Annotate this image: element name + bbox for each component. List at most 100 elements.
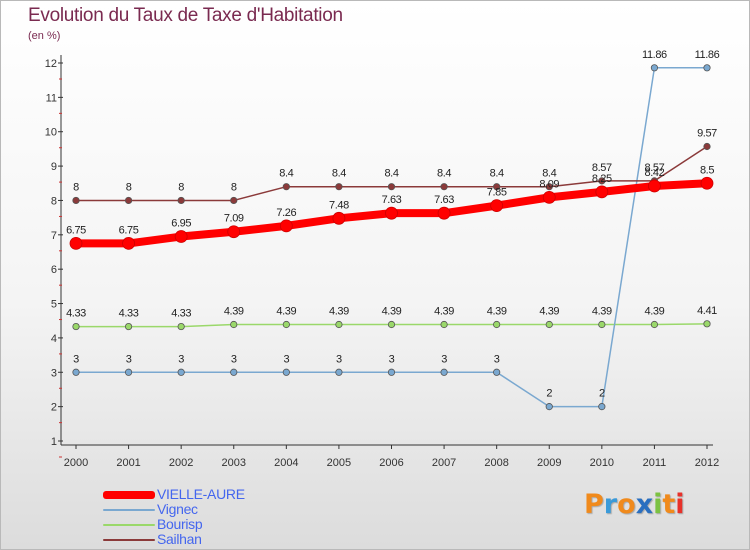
data-point [493,320,501,329]
legend-swatch [103,538,155,541]
legend-label: Bourisp [157,516,203,532]
x-tick-label: 2001 [116,457,140,469]
data-point [650,320,659,329]
data-point [177,368,185,376]
data-label: 8.57 [592,162,612,174]
data-label: 8.4 [279,168,293,180]
data-label: 8.09 [539,178,559,190]
data-label: 8 [231,181,237,193]
x-tick-label: 2005 [327,457,351,469]
data-label: 11.86 [642,49,667,61]
data-point [650,64,659,72]
data-label: 8.57 [645,162,665,174]
legend-swatch [103,523,155,526]
legend-item-sailhan: Sailhan [103,532,245,547]
data-point [598,177,606,185]
logo-letter: i [675,489,685,520]
data-point [69,237,83,250]
data-label: 8.42 [645,167,665,179]
data-label: 7.63 [382,194,402,206]
data-label: 7.09 [224,213,244,225]
logo-letter: o [617,489,636,520]
data-label: 9.57 [697,128,717,140]
data-point [440,320,448,329]
y-tick-label: 9 [51,161,57,173]
y-tick-label: 1 [51,436,57,448]
data-label: 4.39 [382,306,402,318]
data-point [124,322,133,331]
data-label: 7.26 [276,207,296,219]
data-point [493,183,501,191]
data-label: 3 [283,353,289,365]
chart-unit-label: (en %) [28,30,61,42]
data-label: 4.39 [539,306,559,318]
data-label: 4.39 [276,306,296,318]
data-label: 8.25 [592,173,612,185]
data-label: 8.4 [437,168,451,180]
data-point [282,183,290,191]
y-tick-label: 3 [51,367,57,379]
data-label: 4.39 [329,306,349,318]
data-point [332,211,346,225]
x-tick-label: 2011 [643,457,667,469]
legend-item-vignec: Vignec [103,502,245,517]
data-point [545,320,553,329]
data-label: 4.33 [171,308,191,320]
data-label: 4.39 [592,306,612,318]
data-label: 8.4 [332,168,346,180]
data-label: 3 [494,353,500,365]
x-tick-label: 2008 [484,457,508,469]
data-label: 8 [178,181,184,193]
data-point [122,237,135,250]
x-tick-label: 2010 [590,457,614,469]
logo-letter: i [653,489,663,520]
data-point [595,185,609,199]
data-point [335,320,343,329]
data-point [124,368,133,376]
data-label: 8 [73,181,79,193]
legend-label: VIELLE-AURE [157,486,245,502]
data-label: 6.95 [171,218,191,230]
data-point [282,320,290,329]
legend-label: Sailhan [157,531,202,547]
data-label: 7.48 [329,199,349,211]
y-tick-label: 6 [51,264,57,276]
x-tick-label: 2004 [274,457,298,469]
data-point [387,368,396,376]
data-label: 8.4 [384,168,398,180]
data-point [648,179,661,193]
data-label: 6.75 [66,224,86,236]
legend-item-bourisp: Bourisp [103,517,245,532]
data-label: 3 [231,353,237,365]
data-label: 4.39 [224,306,244,318]
data-point [174,230,188,243]
logo-letter: t [662,489,676,520]
data-point [279,219,293,233]
data-label: 3 [336,353,342,365]
y-tick-label: 4 [51,333,57,345]
data-label: 2 [546,388,552,400]
data-point [490,199,504,213]
y-tick-label: 11 [46,92,57,104]
data-point [230,196,238,205]
y-tick-label: 2 [51,402,57,414]
data-point [230,320,238,329]
data-label: 2 [599,388,605,400]
data-point [387,183,396,191]
data-label: 8.5 [700,164,714,176]
data-point [177,196,185,205]
data-label: 4.33 [119,308,139,320]
data-point [385,206,398,220]
data-label: 4.41 [697,305,717,317]
data-label: 7.85 [487,187,507,199]
data-label: 4.39 [434,306,454,318]
data-label: 3 [389,353,395,365]
data-point [545,183,553,191]
data-label: 11.86 [695,49,720,61]
proxiti-logo[interactable]: Proxiti [584,489,685,520]
data-label: 7.63 [434,194,454,206]
data-point [282,368,290,376]
data-point [72,196,80,205]
y-tick-label: 12 [45,58,57,70]
